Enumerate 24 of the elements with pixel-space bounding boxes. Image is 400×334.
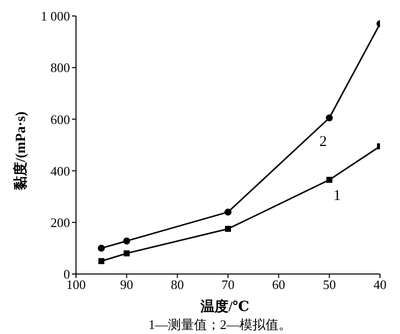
y-tick-label: 600	[50, 112, 70, 127]
x-tick-label: 70	[222, 277, 234, 292]
point	[225, 226, 231, 232]
x-tick-label: 40	[374, 277, 386, 292]
x-tick-label: 80	[170, 277, 184, 292]
x-tick-label: 60	[272, 277, 286, 292]
y-tick-label: 200	[50, 215, 70, 230]
series-label: 2	[319, 134, 327, 150]
point	[224, 208, 232, 216]
y-tick-label: 800	[50, 60, 70, 76]
x-tick-label: 50	[322, 277, 336, 292]
point	[326, 114, 333, 122]
y-tick-label: 1 000	[40, 8, 70, 24]
text: 1—测量值；2—模拟值。	[148, 316, 292, 334]
point	[124, 250, 130, 256]
x-axis-title: 温度/℃	[200, 298, 250, 316]
point	[98, 244, 105, 252]
point	[326, 176, 332, 183]
point	[98, 258, 104, 264]
series-label: 1	[333, 188, 341, 204]
x-tick-label: 90	[120, 277, 134, 292]
y-axis-title: 黏度/(mPa·s)	[12, 111, 29, 191]
y-tick-label: 400	[50, 163, 70, 178]
point	[123, 237, 130, 244]
